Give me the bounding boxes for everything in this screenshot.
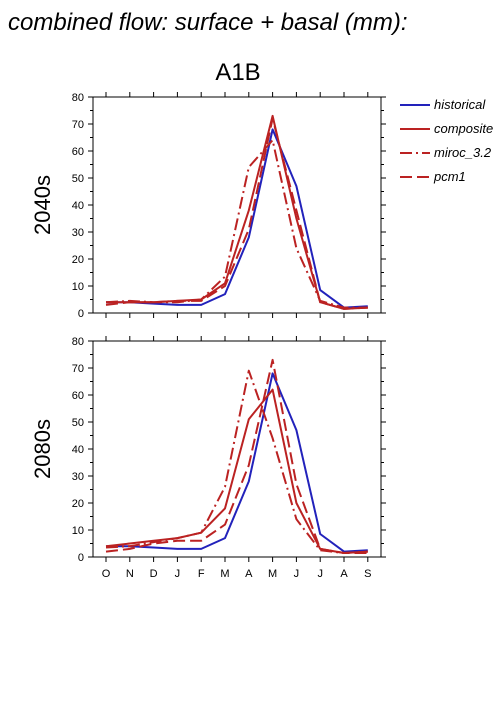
y-tick-label: 60 [72, 146, 84, 158]
series-line-miroc-3-2 [105, 369, 368, 554]
series-line-historical [106, 372, 368, 553]
series-line-pcm1 [105, 358, 368, 554]
y-tick-label: 10 [72, 525, 84, 537]
x-tick-label: F [198, 568, 205, 580]
y-tick-label: 0 [78, 308, 84, 320]
y-tick-label: 10 [72, 281, 84, 293]
x-tick-label: A [245, 568, 253, 580]
y-tick-label: 20 [72, 498, 84, 510]
series-line-historical [106, 128, 368, 309]
x-tick-label: J [175, 568, 181, 580]
y-tick-label: 40 [72, 200, 84, 212]
panel-2040s: 0 10 20 30 40 50 60 70 80 2040s [30, 92, 386, 320]
panel-2080s: 0 10 20 30 40 50 60 70 80 O N D J F M A M J J A S 2080s [30, 336, 386, 580]
y-tick-label: 50 [72, 173, 84, 185]
y-tick-label: 80 [72, 92, 84, 104]
x-tick-label: S [364, 568, 371, 580]
y-tick-label: 20 [72, 254, 84, 266]
x-tick-label: A [340, 568, 348, 580]
chart-legend: historical composite miroc_3.2 pcm1 [400, 97, 493, 184]
legend-label: miroc_3.2 [434, 145, 492, 160]
y-tick-label: 60 [72, 390, 84, 402]
x-tick-label: M [220, 568, 229, 580]
x-tick-label: D [150, 568, 158, 580]
x-tick-label: J [294, 568, 300, 580]
figure-supertitle: combined flow: surface + basal (mm): [8, 9, 407, 36]
series-line-pcm1 [105, 117, 368, 310]
y-tick-label: 80 [72, 336, 84, 348]
series-line-miroc-3-2 [105, 139, 368, 309]
y-tick-label: 70 [72, 119, 84, 131]
y-tick-label: 30 [72, 227, 84, 239]
legend-label: pcm1 [433, 169, 466, 184]
legend-label: composite [434, 121, 493, 136]
y-tick-label: 0 [78, 552, 84, 564]
y-tick-label: 30 [72, 471, 84, 483]
panel-row-label: 2040s [30, 175, 55, 235]
x-tick-label: N [126, 568, 134, 580]
x-tick-label: M [268, 568, 277, 580]
scenario-title: A1B [215, 59, 260, 86]
x-tick-label: J [317, 568, 323, 580]
y-tick-label: 40 [72, 444, 84, 456]
legend-label: historical [434, 97, 486, 112]
y-tick-label: 50 [72, 417, 84, 429]
chart-panels: 0 10 20 30 40 50 60 70 80 2040s 0 10 20 30 40 50 60 70 80 O… [30, 92, 386, 580]
panel-row-label: 2080s [30, 419, 55, 479]
y-tick-label: 70 [72, 363, 84, 375]
x-tick-label: O [102, 568, 111, 580]
